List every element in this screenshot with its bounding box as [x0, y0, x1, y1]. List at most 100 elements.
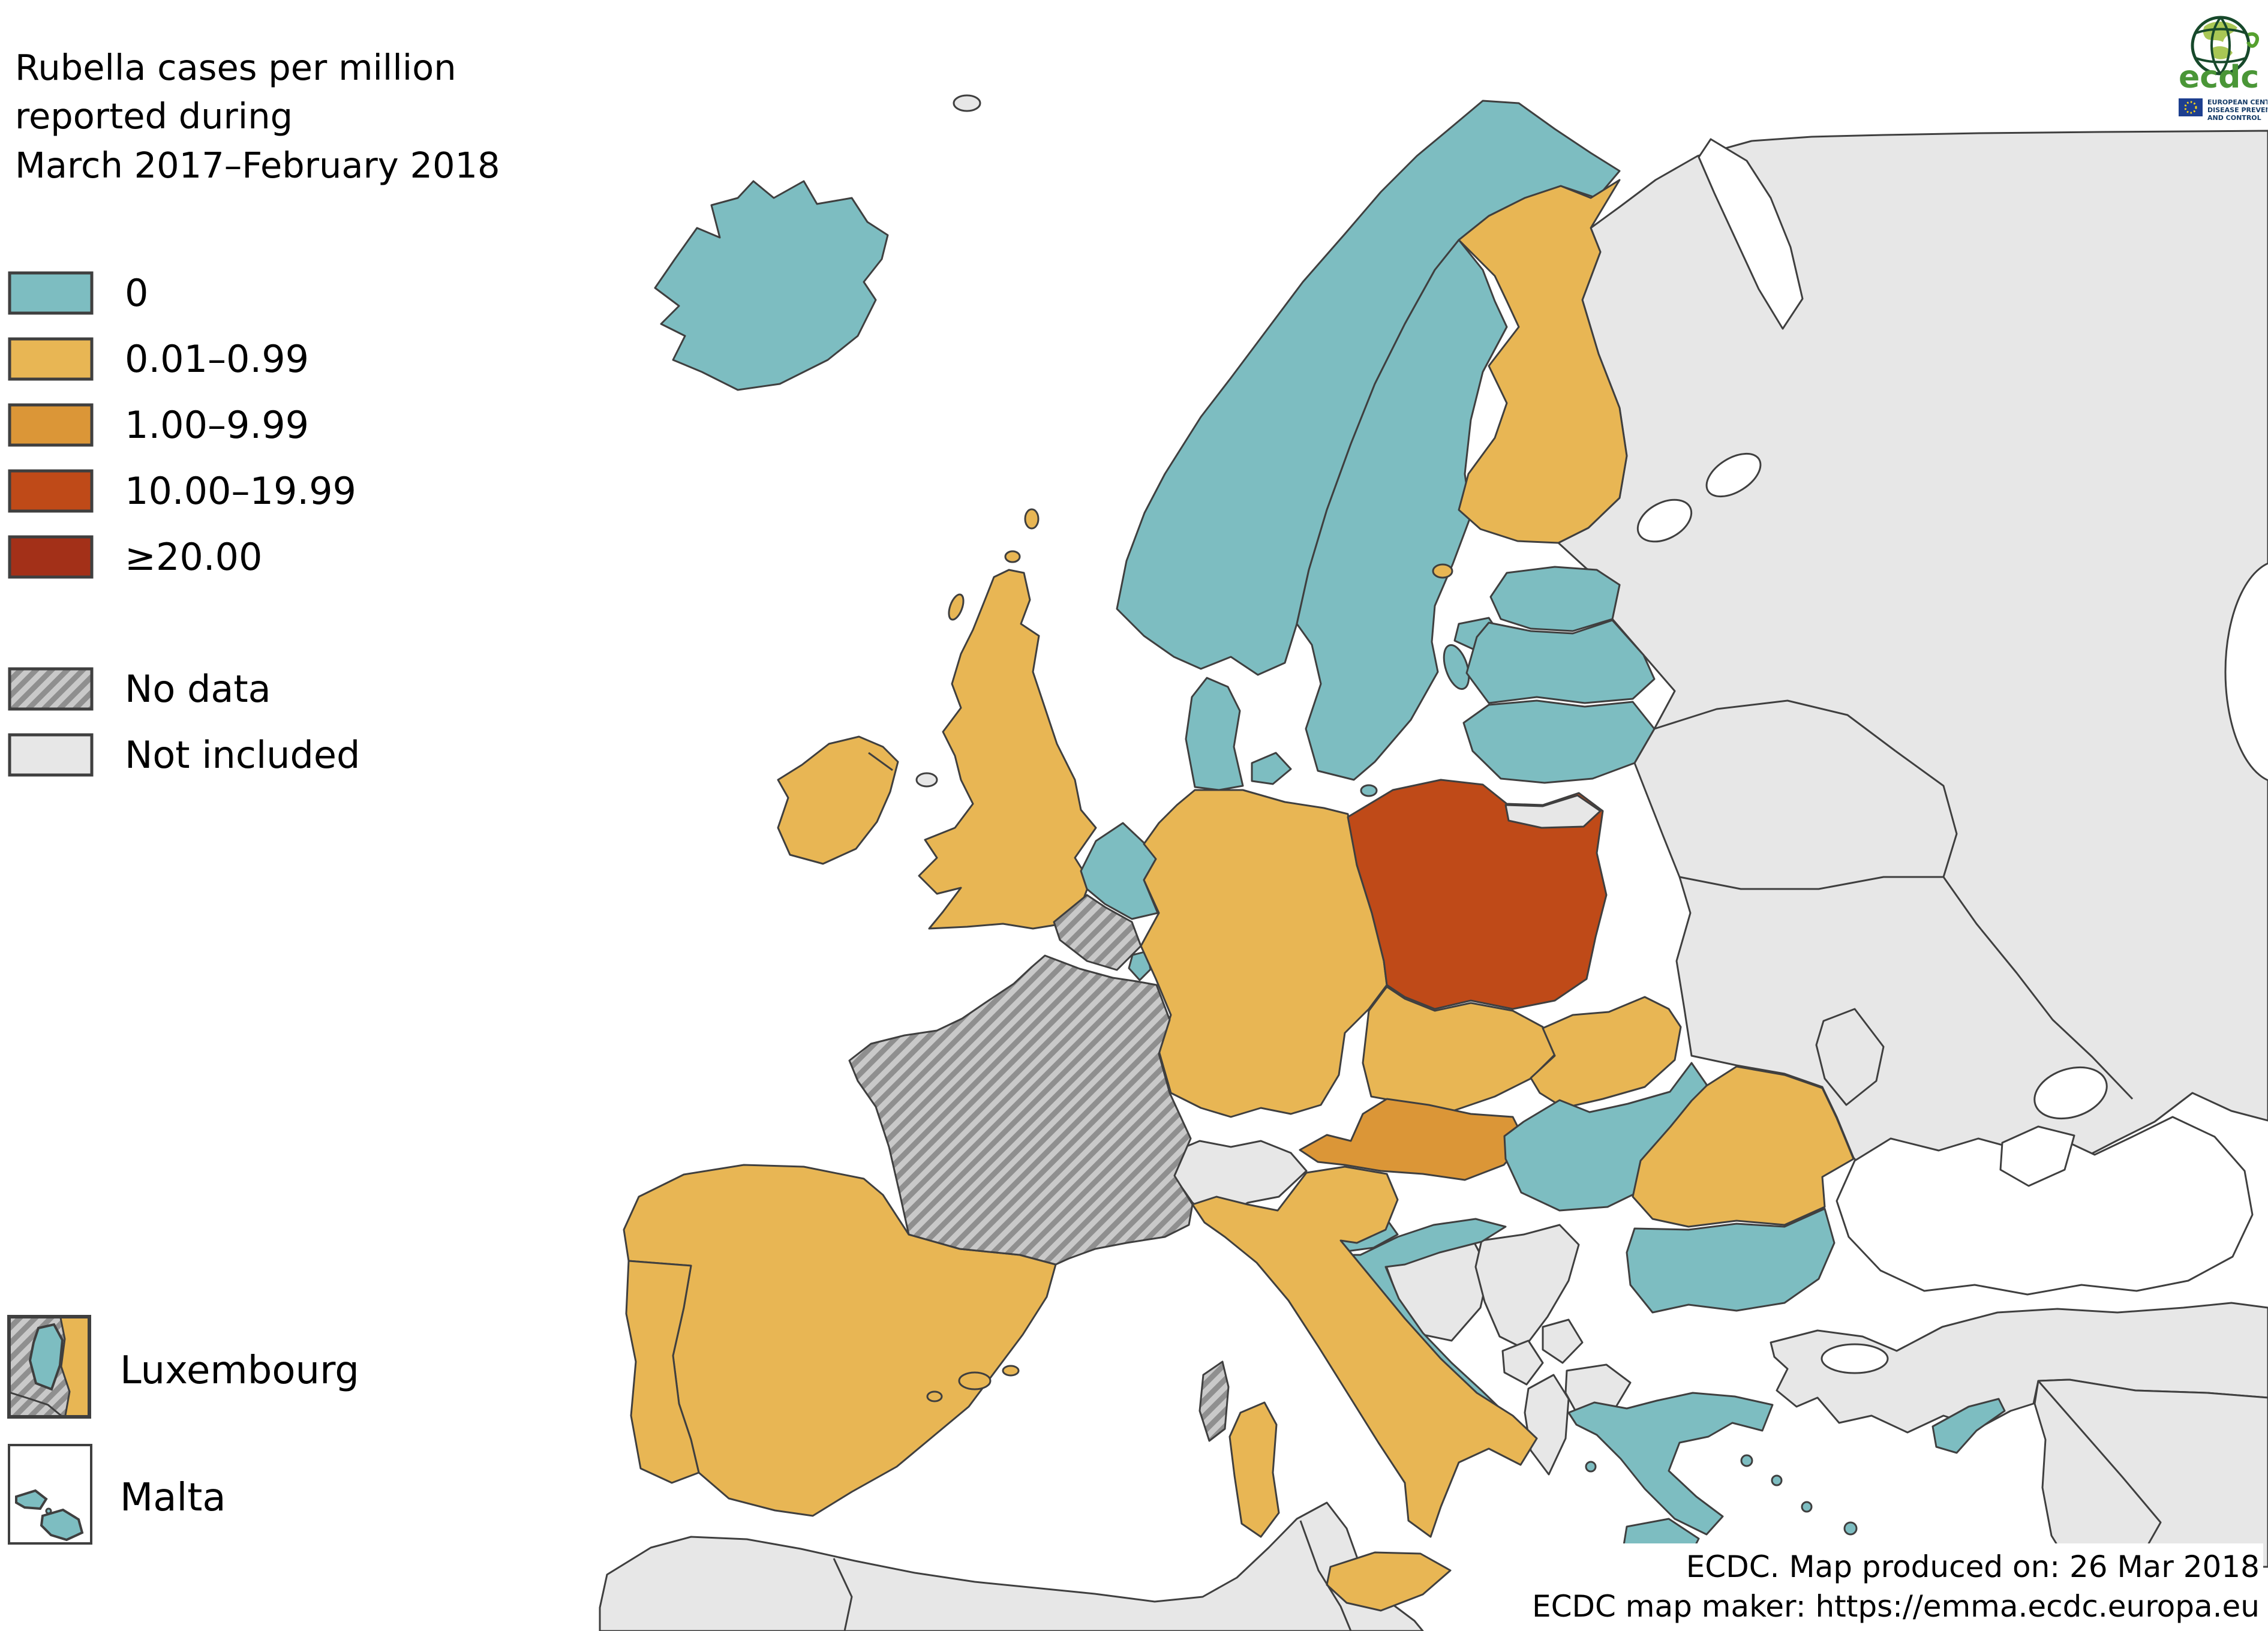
island-ionian: [1585, 1461, 1597, 1473]
reporting-countries: [623, 100, 2006, 1621]
island-bornholm: [1360, 784, 1378, 797]
legend-label-2: 1.00–9.99: [125, 403, 310, 447]
country-denmark: [1185, 677, 1244, 791]
legend-swatch-2: [8, 403, 94, 447]
island-gotland: [1443, 644, 1470, 690]
internal-borders: [833, 699, 2162, 1631]
ecdc-logo: ecdc EUROPEAN CENTRE FOR DISEASE PREVENT…: [2179, 16, 2267, 122]
legend-swatch-1: [8, 337, 94, 381]
malta-inset-label: Malta: [120, 1476, 226, 1520]
country-latvia: [1465, 619, 1656, 704]
border-russia-ukraine: [1895, 750, 2134, 1100]
country-finland: [1458, 179, 1628, 544]
legend-label-no-data: No data: [125, 667, 271, 711]
white-sea: [1698, 138, 1804, 330]
country-faroe-islands: [953, 94, 981, 112]
legend-swatch-3: [8, 469, 94, 513]
island-hebrides: [948, 593, 965, 621]
island-aland: [1432, 563, 1453, 579]
country-lithuania: [1462, 699, 1656, 784]
map-title: Rubella cases per million reported durin…: [15, 43, 500, 190]
attribution: ECDC. Map produced on: 26 Mar 2018 ECDC …: [1513, 1543, 2263, 1627]
country-ireland: [777, 735, 899, 865]
island-corsica: [1198, 1360, 1230, 1442]
island-aegean-2: [1771, 1474, 1783, 1486]
legend-label-3: 10.00–19.99: [125, 469, 356, 513]
map-title-line2: reported during: [15, 95, 293, 137]
sea-of-azov: [2033, 1066, 2108, 1120]
country-norway: [1116, 100, 1621, 676]
island-rhodes: [1843, 1521, 1858, 1536]
island-orkney: [1004, 550, 1021, 563]
lake-ladoga: [1636, 498, 1693, 543]
sea-of-marmara: [1821, 1343, 1889, 1374]
ecdc-acronym: ecdc: [2179, 59, 2259, 95]
legend-row-2: 1.00–9.99: [8, 403, 309, 447]
legend-row-1: 0.01–0.99: [8, 337, 309, 381]
inset-border-be-fr: [7, 1390, 65, 1419]
legend-label-4: ≥20.00: [125, 535, 263, 579]
country-united-kingdom: [918, 569, 1097, 930]
country-denmark-islands: [1251, 752, 1292, 785]
border-belarus-ukraine: [1679, 876, 1943, 890]
ecdc-globe-icon: [2191, 16, 2259, 76]
country-france: [848, 954, 1194, 1266]
island-sicily: [1326, 1551, 1452, 1612]
attribution-line2: ECDC map maker: https://emma.ecdc.europa…: [1531, 1589, 2260, 1624]
country-iceland: [654, 180, 889, 391]
legend-swatch-0: [8, 271, 94, 315]
border-algeria-tunisia: [1299, 1520, 1352, 1631]
ecdc-org-line3: AND CONTROL: [2207, 114, 2261, 122]
legend-label-0: 0: [125, 271, 149, 315]
country-sweden: [1296, 239, 1508, 781]
country-portugal: [625, 1260, 700, 1484]
ecdc-org-line2: DISEASE PREVENTION: [2207, 106, 2267, 114]
country-romania: [1632, 1065, 1855, 1228]
malta-inset-map: [8, 1444, 92, 1545]
seas-and-lakes: [1636, 138, 2268, 1374]
country-serbia: [1474, 1224, 1580, 1350]
country-estonia: [1489, 566, 1621, 632]
inset-gozo: [15, 1489, 48, 1510]
region-kaliningrad: [1504, 794, 1602, 829]
legend-swatch-not-included: [8, 733, 94, 777]
legend-row-3: 10.00–19.99: [8, 469, 356, 513]
inset-germany: [59, 1315, 91, 1419]
country-poland: [1347, 779, 1608, 1010]
attribution-line1: ECDC. Map produced on: 26 Mar 2018: [1686, 1549, 2260, 1584]
inset-luxembourg: [28, 1323, 64, 1391]
map-title-line3: March 2017–February 2018: [15, 144, 500, 186]
border-russia-belarus: [1654, 699, 1896, 752]
island-shetland: [1024, 508, 1040, 530]
luxembourg-inset-label: Luxembourg: [120, 1348, 359, 1393]
crimea: [1999, 1125, 2075, 1187]
country-montenegro: [1501, 1339, 1544, 1386]
country-isle-of-man: [915, 772, 938, 788]
border-moldova: [1815, 1008, 1885, 1106]
legend-swatch-4: [8, 535, 94, 579]
lake-onega: [1705, 452, 1762, 498]
legend-swatch-no-data: [8, 667, 94, 711]
map-title-line1: Rubella cases per million: [15, 47, 456, 88]
legend-label-1: 0.01–0.99: [125, 337, 310, 381]
inset-malta-island: [40, 1508, 84, 1542]
caspian-edge: [2224, 562, 2268, 782]
country-bulgaria: [1626, 1208, 1836, 1314]
island-ibiza: [926, 1390, 943, 1402]
legend-row-no-data: No data: [8, 667, 271, 711]
border-morocco-algeria: [833, 1558, 853, 1631]
country-albania: [1524, 1374, 1570, 1476]
country-cyprus: [1931, 1398, 2006, 1454]
country-germany: [1140, 789, 1388, 1118]
country-slovakia: [1530, 996, 1682, 1109]
island-aegean-1: [1740, 1454, 1753, 1467]
country-kosovo: [1542, 1318, 1584, 1364]
island-aegean-3: [1801, 1501, 1813, 1513]
legend-row-not-included: Not included: [8, 733, 360, 777]
island-sardinia: [1228, 1401, 1280, 1538]
legend-row-4: ≥20.00: [8, 535, 262, 579]
ecdc-org-line1: EUROPEAN CENTRE FOR: [2207, 98, 2267, 106]
border-northern-ireland: [868, 752, 893, 771]
country-north-africa: [599, 1501, 1424, 1631]
